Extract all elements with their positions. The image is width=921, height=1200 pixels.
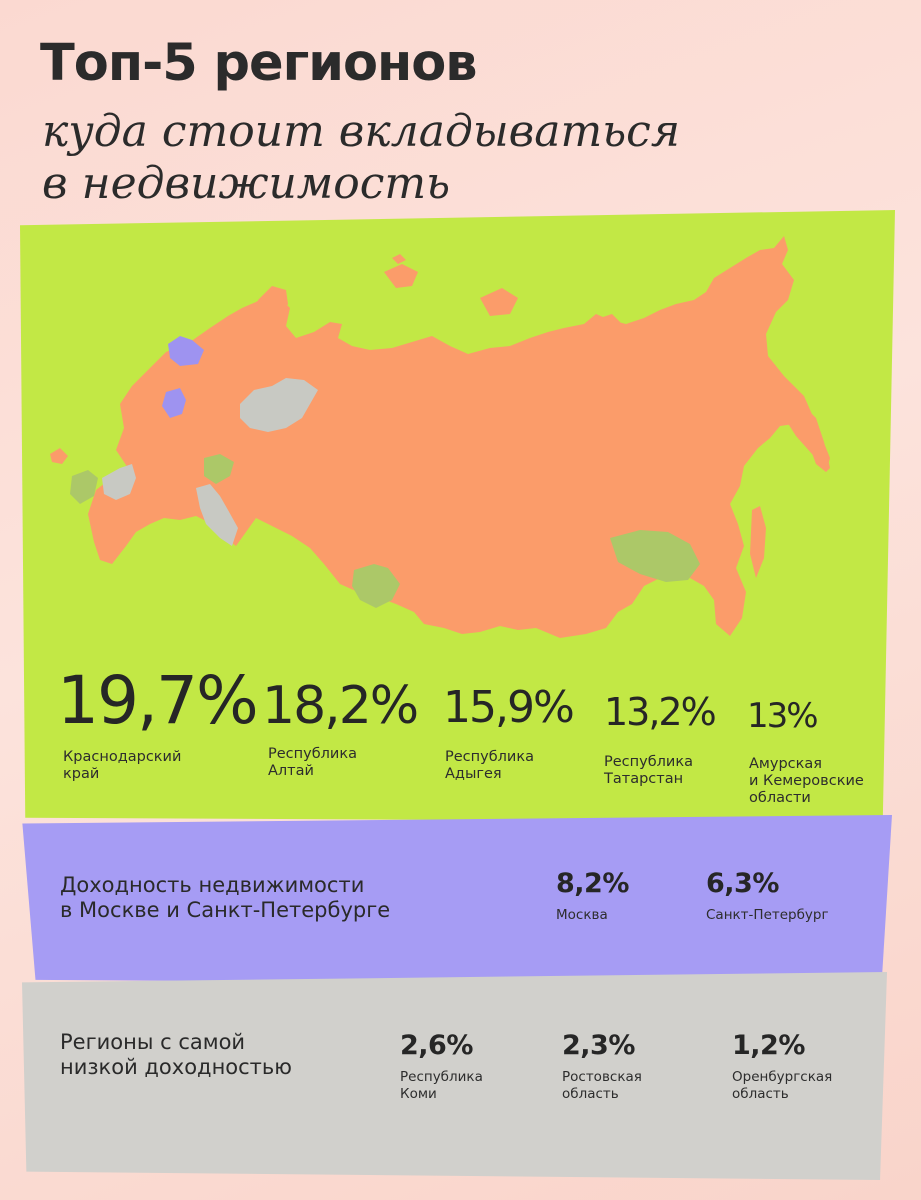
- stat-label: Республика Татарстан: [604, 754, 693, 787]
- capital-moscow: 8,2% Москва: [556, 868, 629, 924]
- stat-value: 19,7%: [57, 662, 259, 739]
- sakhalin-island: [750, 506, 766, 578]
- stat-label: Оренбургская область: [732, 1069, 833, 1102]
- top-region-5: 13% Амурская и Кемеровские области: [747, 696, 864, 807]
- novaya-zemlya: [258, 286, 288, 318]
- stat-value: 18,2%: [262, 676, 419, 736]
- arctic-islands-3: [594, 314, 624, 334]
- stat-label: Республика Коми: [400, 1069, 483, 1102]
- stat-value: 13%: [747, 696, 819, 736]
- stat-value: 2,6%: [400, 1030, 473, 1061]
- page-subtitle-line-1: куда стоит вкладываться: [42, 106, 680, 157]
- stat-value: 6,3%: [706, 868, 779, 899]
- saint-petersburg-region: [168, 336, 204, 366]
- moscow-region: [162, 388, 186, 418]
- top-region-2: 18,2% Республика Алтай: [262, 676, 419, 780]
- stat-label: Краснодарский край: [63, 749, 182, 782]
- orenburg-region: [196, 484, 238, 546]
- stat-value: 15,9%: [443, 682, 575, 733]
- lowest-region-1: 2,6% Республика Коми: [400, 1030, 483, 1103]
- top-region-4: 13,2% Республика Татарстан: [604, 690, 717, 788]
- stat-label: Ростовская область: [562, 1069, 642, 1102]
- lowest-region-3: 1,2% Оренбургская область: [732, 1030, 832, 1103]
- krasnodar-region: [70, 470, 98, 504]
- capitals-heading: Доходность недвижимости в Москве и Санкт…: [60, 873, 391, 922]
- russia-mainland: [88, 236, 830, 638]
- capitals-panel: [22, 815, 892, 985]
- russia-map: [50, 236, 830, 638]
- capital-saint-petersburg: 6,3% Санкт-Петербург: [706, 868, 829, 924]
- stat-value: 8,2%: [556, 868, 629, 899]
- arctic-islands-1: [384, 264, 418, 288]
- stat-label: Санкт-Петербург: [706, 907, 829, 923]
- stat-value: 1,2%: [732, 1030, 805, 1061]
- top-region-3: 15,9% Республика Адыгея: [443, 682, 575, 783]
- stat-label: Амурская и Кемеровские области: [749, 756, 864, 806]
- top-region-1: 19,7% Краснодарский край: [57, 662, 259, 783]
- komi-region: [240, 378, 318, 432]
- tatarstan-region: [204, 454, 234, 484]
- stat-label: Республика Адыгея: [445, 749, 534, 782]
- stat-label: Москва: [556, 907, 608, 923]
- stat-label: Республика Алтай: [268, 746, 357, 779]
- arctic-islands-2: [480, 288, 518, 316]
- page-subtitle-line-2: в недвижимость: [42, 158, 451, 209]
- lowest-heading: Регионы с самой низкой доходностью: [60, 1030, 292, 1079]
- stat-value: 13,2%: [604, 690, 717, 734]
- lowest-region-2: 2,3% Ростовская область: [562, 1030, 642, 1103]
- arctic-islands-4: [392, 254, 406, 264]
- amur-region: [610, 530, 700, 582]
- kaliningrad-exclave: [50, 448, 68, 464]
- altai-region: [352, 564, 400, 608]
- kamchatka-peninsula: [782, 402, 830, 472]
- rostov-region: [102, 464, 136, 500]
- page-title: Топ-5 регионов: [40, 34, 478, 93]
- lowest-yield-panel: [22, 972, 888, 1180]
- stat-value: 2,3%: [562, 1030, 635, 1061]
